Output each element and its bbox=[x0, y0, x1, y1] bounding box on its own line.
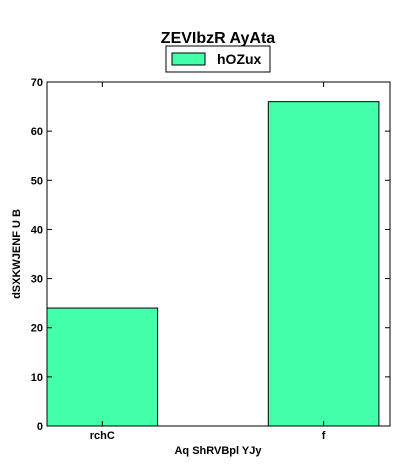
plot-frame bbox=[46, 81, 391, 427]
y-tick-label: 70 bbox=[31, 77, 43, 89]
bar-rchC bbox=[46, 307, 159, 427]
legend-label: hOZux bbox=[217, 51, 262, 67]
y-tick-label: 20 bbox=[31, 323, 43, 335]
y-axis-label: dSXKWJENF U B bbox=[11, 209, 23, 299]
y-tick-label: 10 bbox=[31, 372, 43, 384]
chart-title: ZEVIbzR AyAta bbox=[161, 30, 275, 47]
y-axis-ticks: 0 10 20 30 40 50 60 70 bbox=[31, 77, 390, 433]
bar-f bbox=[267, 101, 380, 427]
legend-swatch bbox=[171, 52, 206, 66]
x-tick-label: f bbox=[322, 430, 326, 442]
y-tick-label: 30 bbox=[31, 274, 43, 286]
legend: hOZux bbox=[165, 45, 271, 73]
x-tick-label: rchC bbox=[90, 430, 115, 442]
y-tick-label: 40 bbox=[31, 224, 43, 236]
y-tick-label: 50 bbox=[31, 175, 43, 187]
y-tick-label: 0 bbox=[37, 421, 43, 433]
x-axis-label: Aq ShRVBpl YJy bbox=[174, 445, 262, 457]
y-tick-label: 60 bbox=[31, 126, 43, 138]
x-axis-ticks: rchC f bbox=[90, 82, 326, 442]
bars bbox=[46, 101, 380, 427]
